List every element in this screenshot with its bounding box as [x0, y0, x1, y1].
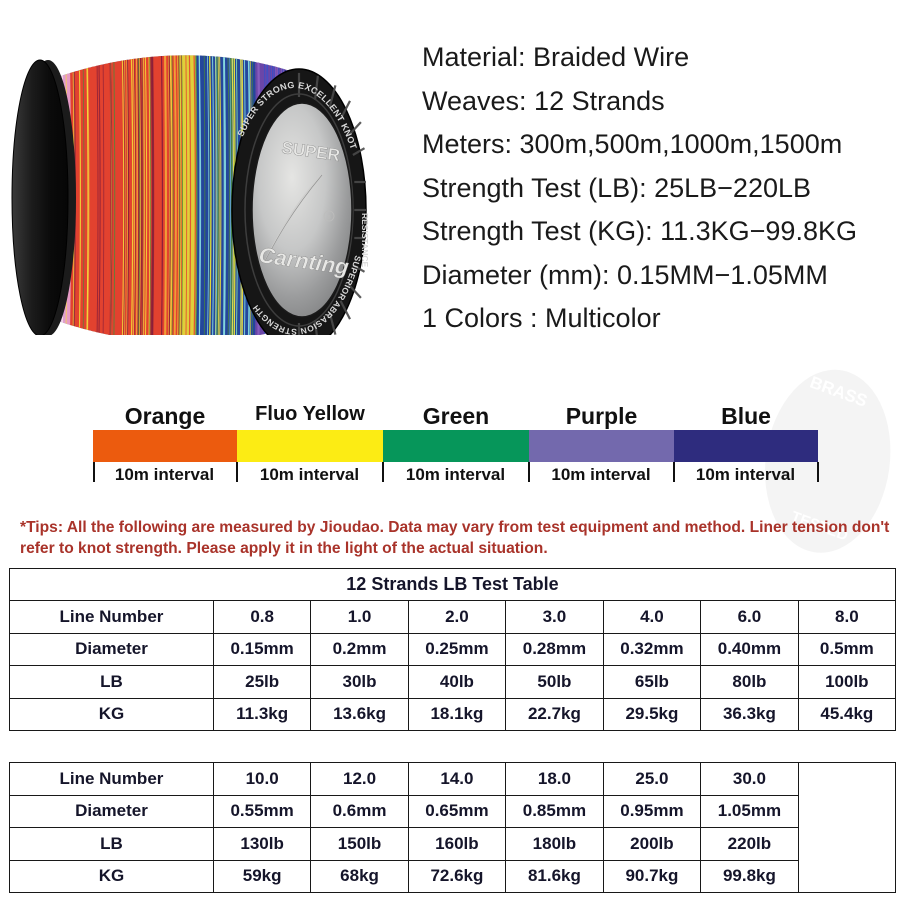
- svg-text:®: ®: [327, 214, 331, 221]
- svg-text:RESISTANCE: RESISTANCE: [360, 213, 370, 267]
